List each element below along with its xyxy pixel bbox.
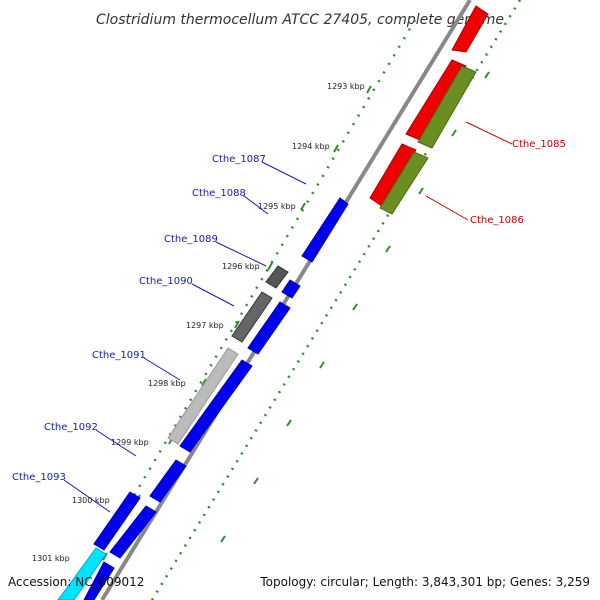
tick-label-1299: 1299 kbp: [111, 438, 149, 447]
gene-feature-cthe-1093[interactable]: [83, 561, 115, 600]
gene-feature-gray-dark[interactable]: [231, 291, 273, 343]
gene-label-cthe-1087[interactable]: Cthe_1087: [212, 154, 266, 165]
gene-feature-cthe-1089[interactable]: [247, 301, 291, 355]
tick-label-1295: 1295 kbp: [258, 202, 296, 211]
tick-label-1300: 1300 kbp: [72, 496, 110, 505]
gene-feature-gray-light[interactable]: [167, 347, 239, 445]
gene-feature-cthe-1086[interactable]: [417, 65, 477, 149]
gene-feature-blue-lower[interactable]: [93, 491, 141, 551]
gene-label-cthe-1093[interactable]: Cthe_1093: [12, 472, 66, 483]
gene-feature-cthe-1087[interactable]: [301, 197, 349, 263]
tick-label-1297: 1297 kbp: [186, 321, 224, 330]
gene-feature-cthe-1092[interactable]: [109, 505, 157, 559]
genome-summary-text: Topology: circular; Length: 3,843,301 bp…: [259, 575, 590, 589]
gene-label-cthe-1085[interactable]: Cthe_1085: [512, 139, 566, 150]
tick-label-1301: 1301 kbp: [32, 554, 70, 563]
gene-labels-blue: Cthe_1087 Cthe_1088 Cthe_1089 Cthe_1090 …: [12, 154, 307, 513]
gene-labels-red: Cthe_1085 Cthe_1086: [425, 121, 566, 226]
gene-label-cthe-1091[interactable]: Cthe_1091: [92, 350, 146, 361]
accession-text: Accession: NC_009012: [8, 575, 144, 589]
tick-label-1294: 1294 kbp: [292, 142, 330, 151]
gene-label-cthe-1088[interactable]: Cthe_1088: [192, 188, 246, 199]
gene-label-cthe-1086[interactable]: Cthe_1086: [470, 215, 524, 226]
gene-label-cthe-1089[interactable]: Cthe_1089: [164, 234, 218, 245]
gene-feature-cyan[interactable]: [57, 547, 107, 600]
gene-feature-olive-lower[interactable]: [379, 151, 429, 215]
gene-feature-red-top[interactable]: [451, 5, 489, 53]
outer-tick-marks: [220, 71, 490, 543]
genome-backbone: [100, 0, 472, 600]
map-title: Clostridium thermocellum ATCC 27405, com…: [96, 12, 504, 28]
gene-feature-cthe-1088[interactable]: [281, 279, 301, 299]
gene-feature-cthe-1090[interactable]: [179, 359, 253, 453]
tick-label-1293: 1293 kbp: [327, 82, 365, 91]
gene-feature-gray-dark-small[interactable]: [265, 265, 289, 289]
gene-label-cthe-1092[interactable]: Cthe_1092: [44, 422, 98, 433]
tick-label-1296: 1296 kbp: [222, 262, 260, 271]
gene-label-cthe-1090[interactable]: Cthe_1090: [139, 276, 193, 287]
inner-guide-track: [94, 19, 417, 561]
tick-label-1298: 1298 kbp: [148, 379, 186, 388]
gene-feature-cthe-1091[interactable]: [149, 459, 187, 503]
